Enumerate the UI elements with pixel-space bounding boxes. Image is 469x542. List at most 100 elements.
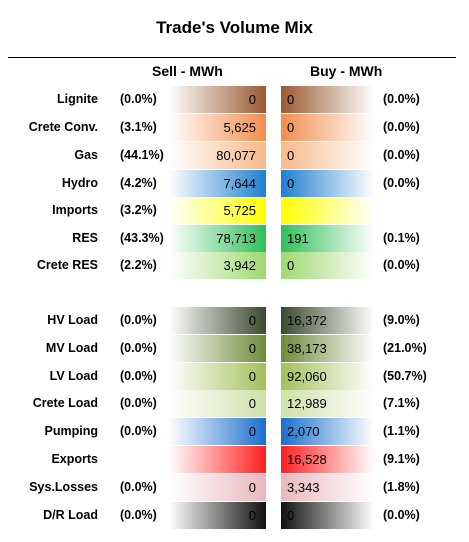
row-label: MV Load [45,341,98,355]
buy-percent: (0.0%) [383,92,420,106]
sell-percent: (44.1%) [120,148,164,162]
buy-value-cell: 3,343 [281,474,374,501]
sell-percent: (2.2%) [120,258,157,272]
sell-value-cell: 0 [169,418,266,445]
sell-percent: (0.0%) [120,480,157,494]
buy-value-cell: 0 [281,170,374,197]
row-label: Hydro [61,176,98,190]
buy-percent: (0.0%) [383,148,420,162]
buy-percent: (0.1%) [383,231,420,245]
sell-value: 0 [248,508,256,523]
buy-value: 0 [287,258,295,273]
buy-value: 16,372 [287,313,327,328]
table-row: Imports (3.2%) 5,725 [0,197,469,224]
sell-value-cell: 0 [169,390,266,417]
sell-value: 0 [248,341,256,356]
sell-value-cell: 0 [169,307,266,334]
table-row: Crete Load (0.0%) 0 12,989 (7.1%) [0,390,469,417]
buy-percent: (9.0%) [383,313,420,327]
table-row: Exports 16,528 (9.1%) [0,446,469,473]
buy-value: 12,989 [287,396,327,411]
buy-value: 38,173 [287,341,327,356]
sell-value: 0 [248,369,256,384]
sell-value-cell: 5,725 [169,197,266,224]
sell-value-cell: 0 [169,502,266,529]
sell-percent: (0.0%) [120,92,157,106]
sell-value-cell: 7,644 [169,170,266,197]
buy-percent: (1.1%) [383,424,420,438]
table-row: MV Load (0.0%) 0 38,173 (21.0%) [0,335,469,362]
sell-percent: (43.3%) [120,231,164,245]
sell-value: 7,644 [223,176,256,191]
row-label: RES [72,231,98,245]
row-label: Sys.Losses [29,480,98,494]
sell-value: 0 [248,396,256,411]
buy-value: 0 [287,120,295,135]
buy-percent: (9.1%) [383,452,420,466]
buy-percent: (0.0%) [383,120,420,134]
sell-value: 0 [248,313,256,328]
buy-value-cell: 2,070 [281,418,374,445]
sell-percent: (0.0%) [120,508,157,522]
buy-value: 2,070 [287,424,320,439]
buy-value-cell: 38,173 [281,335,374,362]
buy-value-cell: 0 [281,86,374,113]
table-row: RES (43.3%) 78,713 191 (0.1%) [0,225,469,252]
buy-value-cell: 0 [281,142,374,169]
row-label: Imports [52,203,98,217]
buy-value-cell: 12,989 [281,390,374,417]
buy-value-cell: 0 [281,502,374,529]
buy-value-cell: 0 [281,114,374,141]
buy-percent: (1.8%) [383,480,420,494]
sell-percent: (0.0%) [120,313,157,327]
sell-value-cell: 0 [169,335,266,362]
buy-value-cell: 0 [281,252,374,279]
table-row: HV Load (0.0%) 0 16,372 (9.0%) [0,307,469,334]
sell-value: 5,625 [223,120,256,135]
sell-value-cell: 78,713 [169,225,266,252]
buy-percent: (50.7%) [383,369,427,383]
table-row: Lignite (0.0%) 0 0 (0.0%) [0,86,469,113]
buy-column-header: Buy - MWh [310,63,383,79]
buy-value: 0 [287,508,295,523]
sell-value: 80,077 [216,148,256,163]
sell-percent: (3.1%) [120,120,157,134]
row-label: Pumping [44,424,98,438]
buy-percent: (0.0%) [383,508,420,522]
sell-value: 3,942 [223,258,256,273]
sell-value-cell: 0 [169,86,266,113]
buy-value-cell: 92,060 [281,363,374,390]
table-row: Hydro (4.2%) 7,644 0 (0.0%) [0,170,469,197]
row-label: Gas [74,148,98,162]
buy-value: 191 [287,231,309,246]
sell-percent: (0.0%) [120,424,157,438]
row-label: Crete RES [36,258,98,272]
buy-value-cell: 16,528 [281,446,374,473]
buy-percent: (7.1%) [383,396,420,410]
sell-value: 0 [248,92,256,107]
buy-value: 0 [287,92,295,107]
buy-percent: (0.0%) [383,258,420,272]
sell-value-cell: 80,077 [169,142,266,169]
sell-value-cell: 0 [169,363,266,390]
sell-value-cell [169,446,266,473]
buy-percent: (21.0%) [383,341,427,355]
sell-percent: (4.2%) [120,176,157,190]
page-title: Trade's Volume Mix [156,18,313,37]
buy-value: 92,060 [287,369,327,384]
table-row: LV Load (0.0%) 0 92,060 (50.7%) [0,363,469,390]
table-row: Gas (44.1%) 80,077 0 (0.0%) [0,142,469,169]
buy-value-cell: 191 [281,225,374,252]
sell-percent: (0.0%) [120,369,157,383]
sell-value: 0 [248,424,256,439]
sell-value: 0 [248,480,256,495]
sell-percent: (3.2%) [120,203,157,217]
sell-percent: (0.0%) [120,341,157,355]
table-row: Pumping (0.0%) 0 2,070 (1.1%) [0,418,469,445]
sell-percent: (0.0%) [120,396,157,410]
table-row: D/R Load (0.0%) 0 0 (0.0%) [0,502,469,529]
buy-value: 3,343 [287,480,320,495]
row-label: HV Load [47,313,98,327]
table-row: Crete Conv. (3.1%) 5,625 0 (0.0%) [0,114,469,141]
row-label: Lignite [57,92,98,106]
